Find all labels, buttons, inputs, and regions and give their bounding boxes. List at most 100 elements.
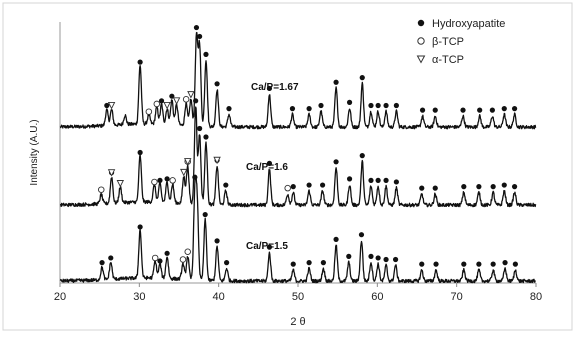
series-label: Ca/P=1.67 <box>251 82 299 93</box>
legend-label: β-TCP <box>432 36 464 48</box>
legend-label: α-TCP <box>432 54 464 66</box>
alpha-tcp-marker <box>213 156 221 165</box>
hydroxyapatite-marker <box>164 250 170 256</box>
alpha-tcp-marker <box>163 102 171 110</box>
hydroxyapatite-marker <box>359 153 365 159</box>
y-axis-label: Intensity (A.U.) <box>29 119 40 185</box>
x-tick-label: 30 <box>133 291 145 303</box>
hydroxyapatite-marker <box>224 260 230 266</box>
hydroxyapatite-marker <box>461 261 467 267</box>
hydroxyapatite-marker <box>383 177 389 183</box>
hydroxyapatite-marker <box>193 24 200 31</box>
hydroxyapatite-marker <box>511 184 518 190</box>
series-label: Ca/P=1.6 <box>246 162 288 173</box>
alpha-tcp-marker <box>180 168 188 177</box>
x-tick-label: 60 <box>371 291 383 303</box>
hydroxyapatite-marker <box>157 177 163 183</box>
hydroxyapatite-marker <box>203 134 209 140</box>
hydroxyapatite-marker <box>375 102 381 109</box>
hydroxyapatite-marker <box>432 185 438 191</box>
beta-tcp-marker <box>151 254 159 262</box>
hydroxyapatite-marker <box>290 261 296 267</box>
hydroxyapatite-marker <box>375 255 381 261</box>
hydroxyapatite-marker <box>214 238 220 244</box>
series-line <box>59 31 537 130</box>
hydroxyapatite-marker <box>375 177 381 183</box>
hydroxyapatite-marker <box>203 51 209 57</box>
beta-tcp-marker <box>182 96 190 103</box>
x-tick-label: 20 <box>54 291 66 303</box>
hydroxyapatite-marker <box>368 177 374 183</box>
x-tick-label: 70 <box>451 291 463 303</box>
hydroxyapatite-marker <box>164 176 170 182</box>
alpha-tcp-marker <box>172 97 181 105</box>
hydroxyapatite-marker <box>511 106 518 112</box>
hydroxyapatite-marker <box>512 261 518 267</box>
hydroxyapatite-marker <box>333 79 339 85</box>
hydroxyapatite-marker <box>290 183 296 190</box>
hydroxyapatite-marker <box>502 260 508 266</box>
hydroxyapatite-marker <box>108 255 114 261</box>
hydroxyapatite-marker <box>368 253 374 259</box>
hydroxyapatite-marker <box>318 102 324 109</box>
chart-border <box>2 2 573 331</box>
hydroxyapatite-marker <box>333 236 339 242</box>
hydroxyapatite-marker <box>306 260 312 266</box>
hydroxyapatite-marker <box>392 256 399 263</box>
hydroxyapatite-marker <box>137 224 143 230</box>
hydroxyapatite-marker <box>306 182 312 188</box>
hydroxyapatite-marker <box>368 102 374 109</box>
hydroxyapatite-marker <box>393 102 399 109</box>
hydroxyapatite-marker <box>461 184 467 190</box>
series-line <box>59 106 537 208</box>
hydroxyapatite-marker <box>266 160 273 166</box>
hydroxyapatite-marker <box>214 81 220 87</box>
hydroxyapatite-marker <box>319 182 326 188</box>
hydroxyapatite-marker <box>289 106 296 112</box>
hydroxyapatite-marker <box>202 211 208 218</box>
alpha-tcp-marker <box>187 91 195 99</box>
hydroxyapatite-marker <box>137 149 143 156</box>
hydroxyapatite-marker <box>432 107 438 113</box>
alpha-tcp-marker <box>183 158 192 166</box>
hydroxyapatite-marker <box>460 107 466 113</box>
hydroxyapatite-marker <box>197 33 203 40</box>
hydroxyapatite-marker <box>359 75 365 81</box>
legend-alpha-tcp-symbol <box>416 55 426 64</box>
hydroxyapatite-marker <box>320 260 326 266</box>
beta-tcp-marker <box>98 186 105 193</box>
alpha-tcp-marker <box>107 169 116 177</box>
hydroxyapatite-marker <box>383 102 389 109</box>
hydroxyapatite-marker <box>197 125 203 132</box>
legend-label: Hydroxyapatite <box>432 18 505 30</box>
hydroxyapatite-marker <box>433 261 439 267</box>
hydroxyapatite-marker <box>419 261 425 267</box>
hydroxyapatite-marker <box>346 253 352 259</box>
hydroxyapatite-marker <box>306 106 312 112</box>
beta-tcp-marker <box>169 177 176 184</box>
x-tick-label: 80 <box>530 291 542 303</box>
hydroxyapatite-marker <box>226 106 232 112</box>
legend-hydroxyapatite-symbol <box>417 19 425 27</box>
x-tick-label: 50 <box>292 291 304 303</box>
hydroxyapatite-marker <box>490 184 496 190</box>
beta-tcp-marker <box>151 178 158 186</box>
hydroxyapatite-marker <box>383 256 389 263</box>
hydroxyapatite-marker <box>358 232 365 238</box>
hydroxyapatite-marker <box>501 182 507 188</box>
hydroxyapatite-marker <box>99 260 105 266</box>
hydroxyapatite-marker <box>476 261 482 267</box>
hydroxyapatite-marker <box>489 107 495 113</box>
hydroxyapatite-marker <box>104 102 110 109</box>
legend-beta-tcp-symbol <box>417 37 425 45</box>
beta-tcp-marker <box>153 100 161 108</box>
beta-tcp-marker <box>145 108 153 115</box>
hydroxyapatite-marker <box>157 258 163 264</box>
x-tick-label: 40 <box>213 291 225 303</box>
series-line <box>59 174 536 284</box>
hydroxyapatite-marker <box>223 182 229 188</box>
hydroxyapatite-marker <box>346 176 353 182</box>
hydroxyapatite-marker <box>346 99 353 105</box>
